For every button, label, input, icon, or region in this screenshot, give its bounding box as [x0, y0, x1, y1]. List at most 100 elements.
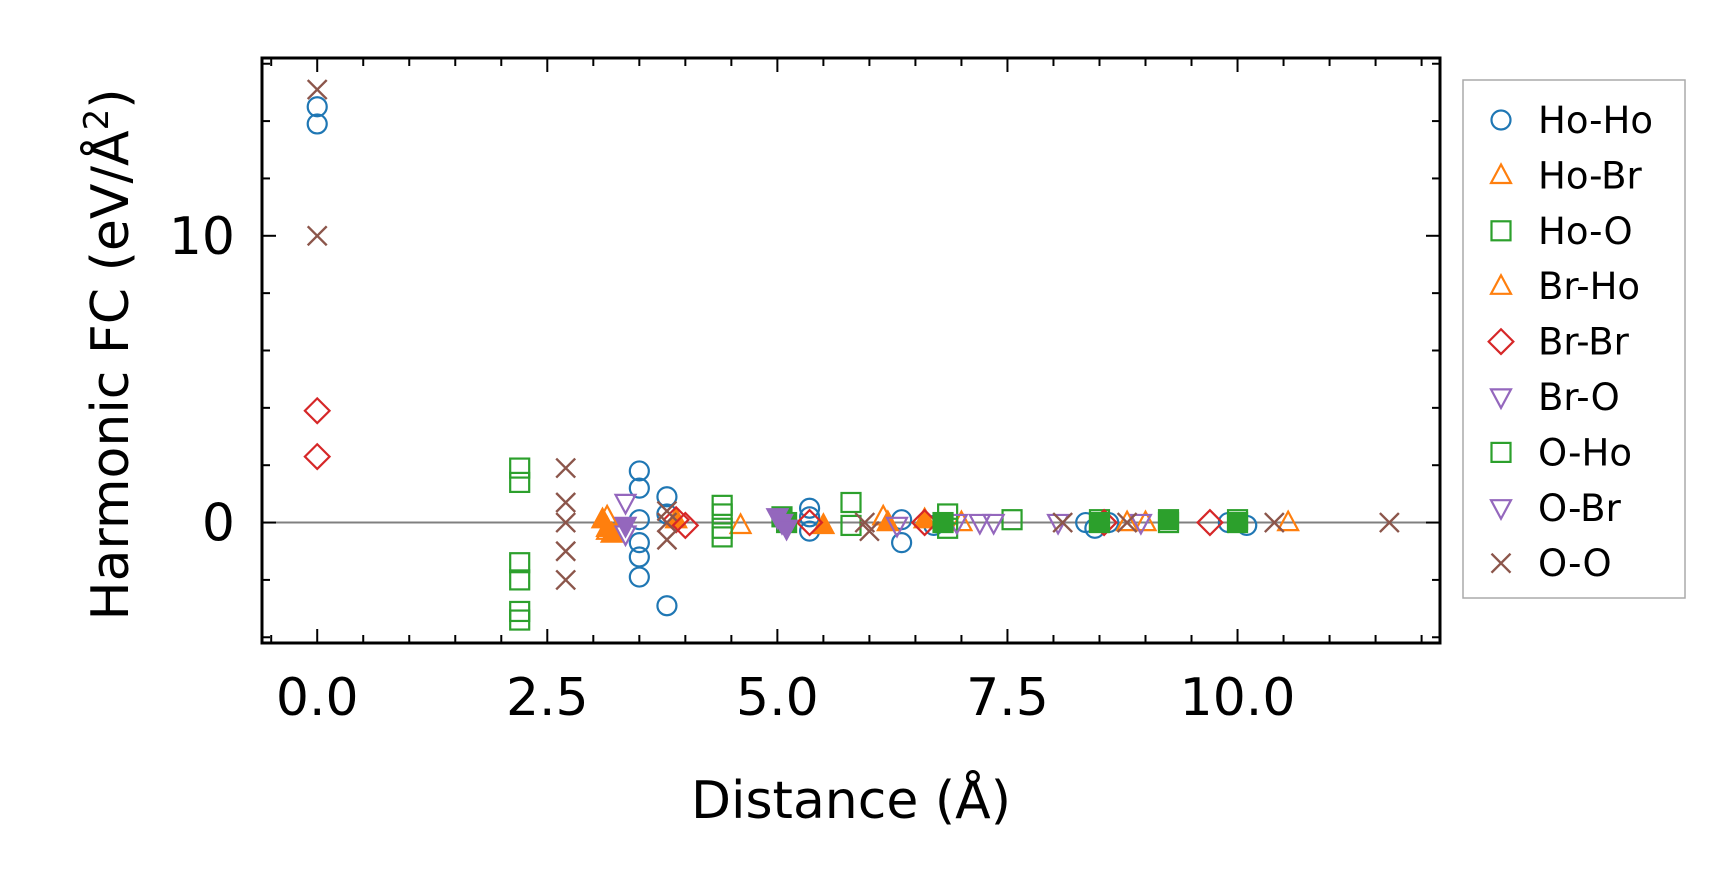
series-ho-o — [509, 457, 1249, 631]
data-point — [1088, 511, 1111, 534]
data-point — [628, 460, 650, 482]
data-point — [1129, 513, 1153, 536]
x-tick-label: 0.0 — [276, 668, 359, 728]
data-point — [509, 609, 531, 631]
x-axis-label: Distance (Å) — [691, 769, 1011, 831]
data-point — [1276, 509, 1300, 532]
legend-label: O-Br — [1538, 487, 1622, 530]
axes: 0.0 2.5 5.0 7.5 10.0 0 10 — [169, 56, 1442, 728]
series-br-br — [303, 396, 1224, 540]
legend-label: Br-Br — [1538, 321, 1630, 364]
data-point — [1226, 511, 1249, 534]
data-point — [628, 532, 650, 554]
data-point — [555, 457, 577, 479]
data-point — [1115, 509, 1139, 532]
legend-label: Br-O — [1538, 376, 1620, 419]
data-point — [303, 442, 332, 471]
legend-label: O-Ho — [1538, 431, 1632, 474]
legend-marker — [1489, 272, 1513, 295]
data-point — [795, 508, 824, 537]
data-point — [811, 512, 836, 535]
legend-marker — [1489, 499, 1513, 522]
data-point — [306, 225, 328, 247]
legend-marker — [1490, 220, 1512, 242]
y-axis-label: Harmonic FC (eV/Å2) — [77, 88, 141, 620]
data-point — [840, 514, 862, 537]
y-axis-label-main: Harmonic FC (eV/Å — [79, 130, 141, 621]
data-point — [613, 516, 638, 539]
data-point — [798, 497, 821, 519]
legend-marker — [1487, 327, 1515, 356]
data-point — [981, 513, 1006, 536]
data-point — [885, 516, 909, 539]
data-point — [628, 477, 650, 499]
data-point — [628, 546, 650, 568]
series-ho-ho — [306, 96, 1258, 617]
plot-area — [262, 79, 1440, 631]
legend-marker — [1489, 162, 1513, 185]
data-point — [1157, 509, 1180, 531]
data-point — [859, 520, 880, 542]
data-point — [656, 512, 678, 533]
data-point — [509, 569, 531, 591]
y-tick-label: 10 — [169, 207, 235, 267]
data-point — [628, 566, 650, 588]
x-tick-label: 7.5 — [966, 668, 1049, 728]
legend-entry-o-ho: O-Ho — [1490, 431, 1632, 474]
legend-marker — [1490, 109, 1512, 131]
data-point — [599, 520, 624, 543]
legend-label: Ho-O — [1538, 210, 1633, 253]
data-point — [932, 511, 954, 534]
data-point — [303, 396, 332, 425]
legend: Ho-Ho Ho-Br Ho-O Br-Ho Br-Br Br-O O-Ho O-Br O-O — [1462, 79, 1686, 599]
legend-entry-br-br: Br-Br — [1487, 321, 1630, 364]
data-point — [306, 79, 328, 100]
data-point — [891, 532, 913, 554]
data-point — [840, 491, 862, 514]
data-point — [671, 511, 700, 540]
data-point — [1196, 508, 1224, 537]
data-point — [1052, 512, 1074, 533]
legend-marker — [1489, 388, 1513, 411]
series-o-o — [306, 79, 1400, 591]
data-point — [1116, 512, 1138, 533]
y-tick-label: 0 — [202, 494, 235, 554]
data-point — [774, 519, 799, 542]
x-tick-label: 5.0 — [736, 668, 819, 728]
data-point — [509, 471, 531, 494]
data-point — [912, 506, 937, 529]
data-point — [656, 486, 678, 508]
data-point — [1133, 509, 1158, 532]
data-point — [711, 526, 733, 548]
legend-entry-ho-br: Ho-Br — [1489, 154, 1643, 197]
data-point — [656, 529, 678, 551]
legend-entry-o-br: O-Br — [1489, 487, 1622, 530]
x-tick-label: 10.0 — [1180, 668, 1296, 728]
axes-frame — [260, 56, 1442, 645]
data-point — [798, 506, 821, 528]
y-axis-label-close: ) — [81, 88, 141, 108]
data-point — [613, 493, 638, 516]
data-point — [968, 513, 992, 536]
legend-label: O-O — [1538, 542, 1612, 585]
legend-label: Ho-Ho — [1538, 99, 1653, 142]
data-point — [1263, 512, 1285, 533]
x-tick-label: 2.5 — [506, 668, 589, 728]
data-point — [555, 492, 577, 513]
legend-entry-ho-o: Ho-O — [1490, 210, 1633, 253]
data-point — [728, 512, 753, 535]
data-point — [1001, 509, 1023, 531]
legend-label: Br-Ho — [1538, 265, 1640, 308]
data-point — [509, 457, 531, 479]
axis-labels: Distance (Å) Harmonic FC (eV/Å2) — [77, 88, 1011, 831]
legend-entry-o-o: O-O — [1490, 542, 1612, 585]
legend-marker — [1490, 441, 1512, 463]
legend-marker — [1490, 552, 1512, 574]
legend-label: Ho-Br — [1538, 154, 1643, 197]
data-point — [555, 540, 577, 562]
series-br-ho — [590, 506, 937, 543]
data-point — [306, 113, 328, 135]
legend-entry-br-o: Br-O — [1489, 376, 1620, 419]
series-o-br — [613, 508, 799, 542]
